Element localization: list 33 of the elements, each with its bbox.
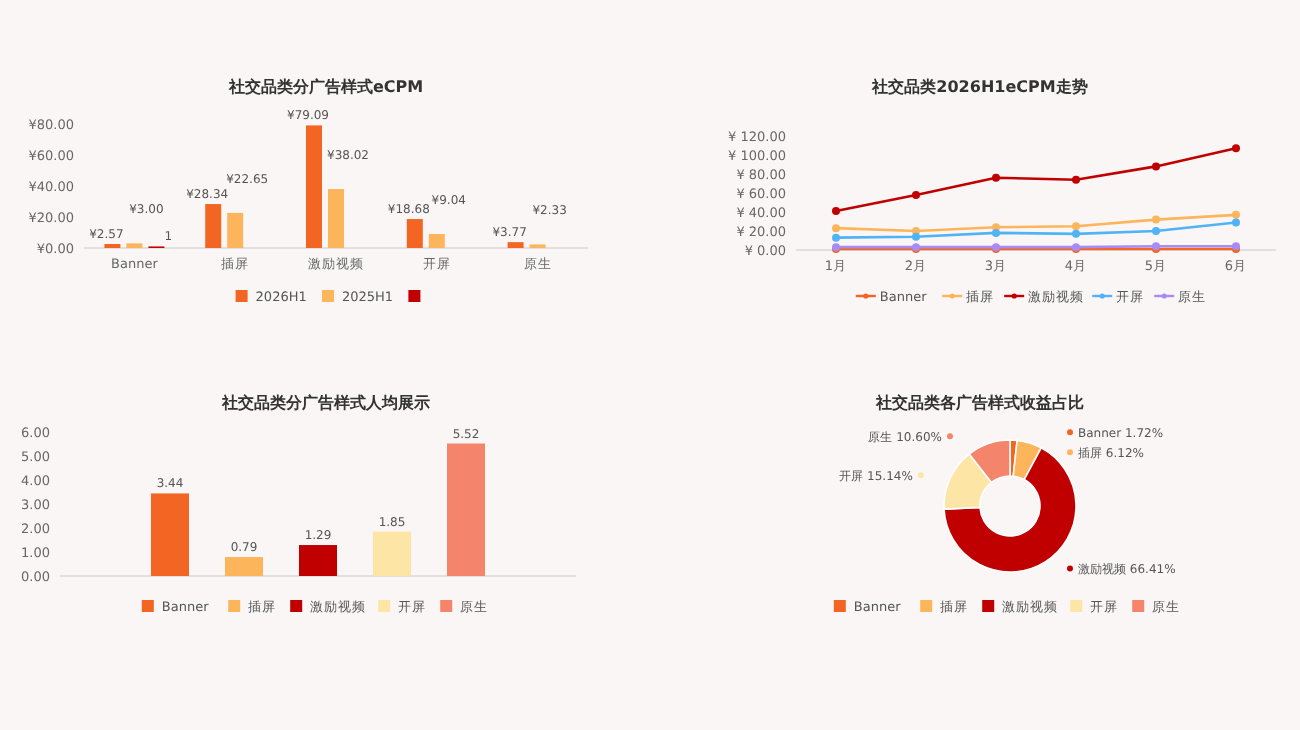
point xyxy=(1232,218,1240,227)
point xyxy=(832,224,840,233)
bar xyxy=(205,204,222,248)
bar xyxy=(373,531,411,576)
bar xyxy=(306,125,322,248)
bar xyxy=(507,242,524,248)
chart-title: 社交品类2026H1eCPM走势 xyxy=(870,76,1088,96)
bar xyxy=(406,219,423,248)
bar xyxy=(225,557,263,576)
point xyxy=(1072,175,1080,184)
bar xyxy=(328,189,344,248)
point xyxy=(1232,210,1240,219)
point xyxy=(912,190,920,199)
point xyxy=(832,233,840,242)
point xyxy=(912,232,920,241)
bar xyxy=(151,493,189,576)
chart-title: 社交品类分广告样式eCPM xyxy=(226,76,424,96)
bar xyxy=(299,545,337,576)
point xyxy=(832,207,840,216)
point xyxy=(1152,215,1160,224)
chart-title: 社交品类分广告样式人均展示 xyxy=(220,392,430,412)
point xyxy=(1152,162,1160,171)
point xyxy=(1072,229,1080,238)
point xyxy=(1232,144,1240,153)
chart-title: 社交品类各广告样式收益占比 xyxy=(874,392,1084,412)
bar xyxy=(428,233,445,248)
point xyxy=(992,173,1000,182)
point xyxy=(992,228,1000,237)
donut-slice xyxy=(943,447,1077,573)
point xyxy=(1152,227,1160,235)
bar xyxy=(227,212,244,248)
bar xyxy=(447,443,485,576)
point xyxy=(1072,222,1080,231)
